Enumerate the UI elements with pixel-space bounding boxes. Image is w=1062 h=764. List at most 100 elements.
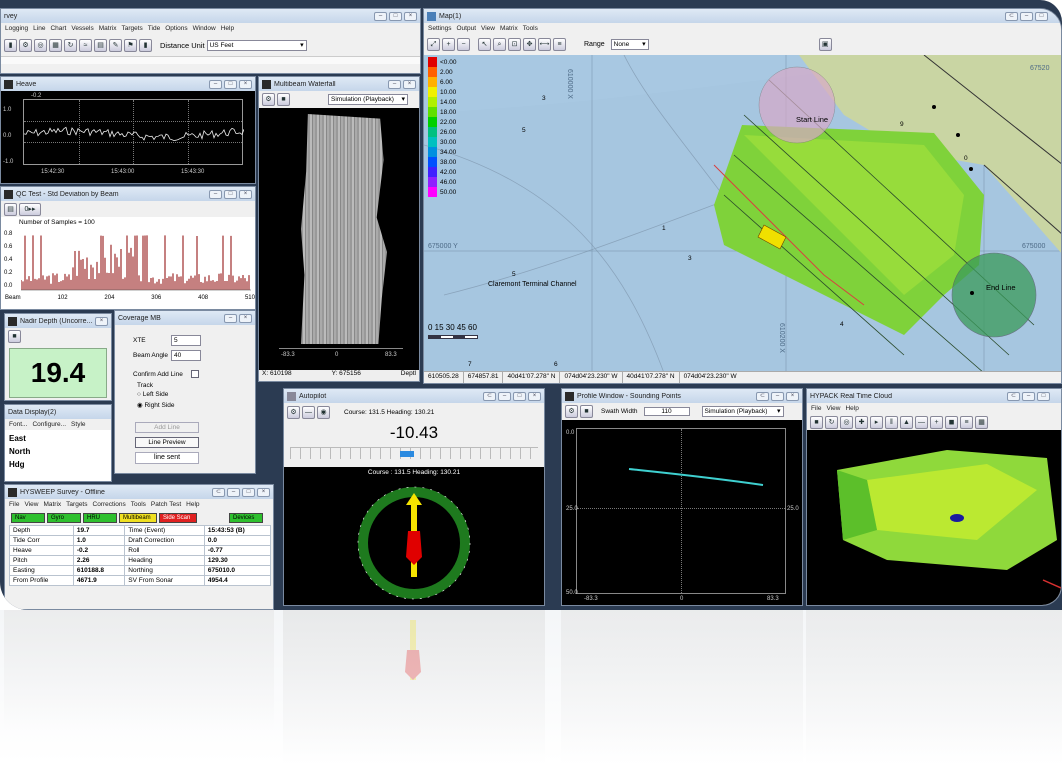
menu-font[interactable]: Font... <box>9 421 28 428</box>
restore-button[interactable]: ⊂ <box>1007 391 1020 401</box>
status-devices[interactable]: Devices <box>229 513 263 523</box>
close-button[interactable]: × <box>528 391 541 401</box>
target-icon[interactable]: ◎ <box>840 415 853 429</box>
menu-patch-test[interactable]: Patch Test <box>150 501 182 508</box>
menu-targets[interactable]: Targets <box>66 501 88 508</box>
zoom-out-icon[interactable]: − <box>457 37 470 51</box>
restore-button[interactable]: ⊂ <box>483 391 496 401</box>
minimize-button[interactable]: – <box>209 189 222 199</box>
close-button[interactable]: × <box>404 11 417 21</box>
grid-icon[interactable]: ▦ <box>49 38 62 52</box>
status-gyro[interactable]: Gyro <box>47 513 81 523</box>
target-icon[interactable]: ◎ <box>34 38 47 52</box>
xte-input[interactable]: 5 <box>171 335 201 346</box>
menu-window[interactable]: Window <box>192 25 216 32</box>
pan-icon[interactable]: ✥ <box>523 37 536 51</box>
layers-icon[interactable]: ≡ <box>960 415 973 429</box>
minimize-button[interactable]: – <box>388 79 401 89</box>
minimize-button[interactable]: – <box>227 487 240 497</box>
maximize-button[interactable]: □ <box>224 79 237 89</box>
color-icon[interactable]: ▦ <box>975 415 988 429</box>
measure-icon[interactable]: ⟷ <box>538 37 551 51</box>
distance-unit-select[interactable]: US Feet <box>206 39 307 51</box>
minimize-button[interactable]: – <box>224 313 237 323</box>
maximize-button[interactable]: □ <box>513 391 526 401</box>
flag-icon[interactable]: ⚑ <box>124 38 137 52</box>
document-icon[interactable]: ▤ <box>4 202 17 216</box>
compass-icon[interactable]: ◉ <box>317 405 330 419</box>
minimize-button[interactable]: – <box>498 391 511 401</box>
cycle-icon[interactable]: ↻ <box>64 38 77 52</box>
menu-view[interactable]: View <box>481 25 495 32</box>
camera-icon[interactable]: ◼ <box>945 415 958 429</box>
add-icon[interactable]: + <box>930 415 943 429</box>
restore-button[interactable]: ⊂ <box>1005 11 1018 21</box>
menu-style[interactable]: Style <box>71 421 86 428</box>
pointer-icon[interactable]: ↖ <box>478 37 491 51</box>
menu-options[interactable]: Options <box>165 25 188 32</box>
maximize-button[interactable]: □ <box>242 487 255 497</box>
zoom-in-icon[interactable]: + <box>442 37 455 51</box>
menu-matrix[interactable]: Matrix <box>500 25 518 32</box>
pause-icon[interactable]: ‖ <box>885 415 898 429</box>
menu-file[interactable]: File <box>811 405 822 412</box>
save-icon[interactable]: ■ <box>810 415 823 429</box>
status-hru[interactable]: HRU <box>83 513 117 523</box>
minimize-button[interactable]: – <box>209 79 222 89</box>
close-button[interactable]: × <box>239 189 252 199</box>
menu-tools[interactable]: Tools <box>130 501 146 508</box>
close-button[interactable]: × <box>95 316 108 326</box>
profile-mode-select[interactable]: Simulation (Playback) <box>701 406 784 417</box>
menu-logging[interactable]: Logging <box>5 25 29 32</box>
crosshair-icon[interactable]: ✚ <box>855 415 868 429</box>
restore-button[interactable]: ⊂ <box>756 391 769 401</box>
refresh-icon[interactable]: ↻ <box>825 415 838 429</box>
vessel-icon[interactable]: ▮ <box>4 38 17 52</box>
chart-icon[interactable]: ▤ <box>94 38 107 52</box>
menu-chart[interactable]: Chart <box>50 25 67 32</box>
minimize-button[interactable]: – <box>1020 11 1033 21</box>
menu-help[interactable]: Help <box>845 405 859 412</box>
menu-corrections[interactable]: Corrections <box>92 501 126 508</box>
logging-icon[interactable]: ▮ <box>139 38 152 52</box>
menu-view[interactable]: View <box>24 501 39 508</box>
status-side-scan[interactable]: Side Scan <box>159 513 197 523</box>
line-icon[interactable]: — <box>915 415 928 429</box>
menu-view[interactable]: View <box>826 405 841 412</box>
layers-icon[interactable]: ≡ <box>553 37 566 51</box>
play-icon[interactable]: ▸ <box>870 415 883 429</box>
zoom-window-icon[interactable]: ⊡ <box>508 37 521 51</box>
maximize-button[interactable]: □ <box>1035 11 1048 21</box>
menu-file[interactable]: File <box>9 501 20 508</box>
menu-configure[interactable]: Configure... <box>32 421 67 428</box>
zoom-extents-icon[interactable]: ⤢ <box>427 37 440 51</box>
maximize-button[interactable]: □ <box>1037 391 1050 401</box>
status-nav[interactable]: Nav <box>11 513 45 523</box>
minimize-button[interactable]: – <box>1022 391 1035 401</box>
close-button[interactable]: × <box>786 391 799 401</box>
close-button[interactable]: × <box>257 487 270 497</box>
confirm-add-line-checkbox[interactable] <box>191 370 199 378</box>
save-icon[interactable]: ■ <box>8 329 21 343</box>
menu-settings[interactable]: Settings <box>428 25 452 32</box>
menu-line[interactable]: Line <box>33 25 46 32</box>
right-side-radio[interactable]: ◉ Right Side <box>137 402 175 409</box>
menu-vessels[interactable]: Vessels <box>71 25 94 32</box>
vessel-icon[interactable]: ▲ <box>900 415 913 429</box>
menu-tide[interactable]: Tide <box>147 25 161 32</box>
menu-matrix[interactable]: Matrix <box>43 501 62 508</box>
gear-icon[interactable]: ⚙ <box>19 38 32 52</box>
settings-icon[interactable]: ⚙ <box>262 93 275 106</box>
minimize-button[interactable]: – <box>771 391 784 401</box>
print-icon[interactable]: ▣ <box>818 37 832 51</box>
maximize-button[interactable]: □ <box>224 189 237 199</box>
menu-targets[interactable]: Targets <box>121 25 143 32</box>
tide-icon[interactable]: ≈ <box>79 38 92 52</box>
restore-button[interactable]: ⊂ <box>212 487 225 497</box>
close-button[interactable]: × <box>239 313 252 323</box>
save-icon[interactable]: ■ <box>277 93 290 106</box>
gear-icon[interactable]: ⚙ <box>287 405 300 419</box>
close-button[interactable]: × <box>239 79 252 89</box>
status-multibeam[interactable]: Multibeam <box>119 513 157 523</box>
add-line-button[interactable]: Add Line <box>135 422 199 433</box>
